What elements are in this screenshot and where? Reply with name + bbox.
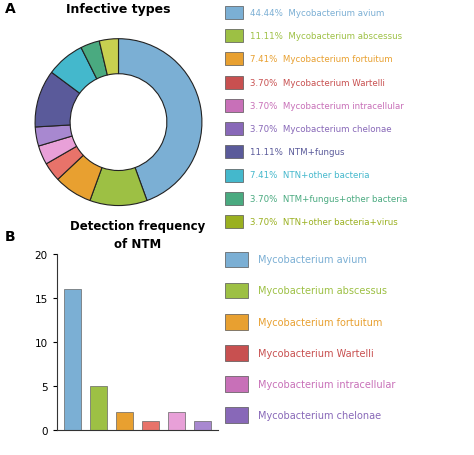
FancyBboxPatch shape [225,283,248,299]
FancyBboxPatch shape [225,100,243,113]
FancyBboxPatch shape [225,407,248,423]
FancyBboxPatch shape [225,30,243,43]
Wedge shape [118,40,202,201]
FancyBboxPatch shape [225,216,243,228]
Text: Mycobacterium fortuitum: Mycobacterium fortuitum [258,317,383,327]
Wedge shape [38,136,77,164]
Wedge shape [52,48,97,94]
Bar [64,290,81,430]
Text: 3.70%  Mycobacterium Wartelli: 3.70% Mycobacterium Wartelli [250,78,385,87]
Text: 7.41%  NTN+other bacteria: 7.41% NTN+other bacteria [250,171,370,180]
FancyBboxPatch shape [225,169,243,182]
Wedge shape [35,73,80,128]
Text: Mycobacterium chelonae: Mycobacterium chelonae [258,410,381,420]
Wedge shape [35,126,72,147]
Text: 7.41%  Mycobacterium fortuitum: 7.41% Mycobacterium fortuitum [250,55,393,64]
FancyBboxPatch shape [225,76,243,90]
FancyBboxPatch shape [225,192,243,205]
Text: 3.70%  NTN+other bacteria+virus: 3.70% NTN+other bacteria+virus [250,217,398,227]
Wedge shape [90,168,147,206]
Wedge shape [58,156,102,201]
Bar [90,386,107,430]
Title: Infective types: Infective types [66,3,171,16]
Text: 11.11%  Mycobacterium abscessus: 11.11% Mycobacterium abscessus [250,32,402,41]
Text: Mycobacterium abscessus: Mycobacterium abscessus [258,286,387,296]
Wedge shape [99,40,118,76]
Text: Mycobacterium intracellular: Mycobacterium intracellular [258,379,395,389]
Bar [194,421,211,430]
Text: 11.11%  NTM+fungus: 11.11% NTM+fungus [250,148,345,157]
Text: 3.70%  Mycobacterium chelonae: 3.70% Mycobacterium chelonae [250,125,392,134]
Title: Detection frequency
of NTM: Detection frequency of NTM [70,220,205,251]
Text: Mycobacterium avium: Mycobacterium avium [258,255,367,265]
Bar [168,412,185,430]
FancyBboxPatch shape [225,345,248,361]
Bar [142,421,159,430]
FancyBboxPatch shape [225,146,243,159]
Wedge shape [81,42,107,80]
Text: 3.70%  NTM+fungus+other bacteria: 3.70% NTM+fungus+other bacteria [250,194,408,203]
FancyBboxPatch shape [225,376,248,392]
Wedge shape [46,147,83,180]
FancyBboxPatch shape [225,7,243,20]
Text: Mycobacterium Wartelli: Mycobacterium Wartelli [258,348,374,358]
FancyBboxPatch shape [225,314,248,330]
Text: 3.70%  Mycobacterium intracellular: 3.70% Mycobacterium intracellular [250,101,404,111]
Bar [116,412,133,430]
Text: 44.44%  Mycobacterium avium: 44.44% Mycobacterium avium [250,9,385,18]
FancyBboxPatch shape [225,53,243,66]
FancyBboxPatch shape [225,123,243,136]
Text: B: B [5,230,15,244]
Text: A: A [5,2,16,16]
FancyBboxPatch shape [225,252,248,268]
